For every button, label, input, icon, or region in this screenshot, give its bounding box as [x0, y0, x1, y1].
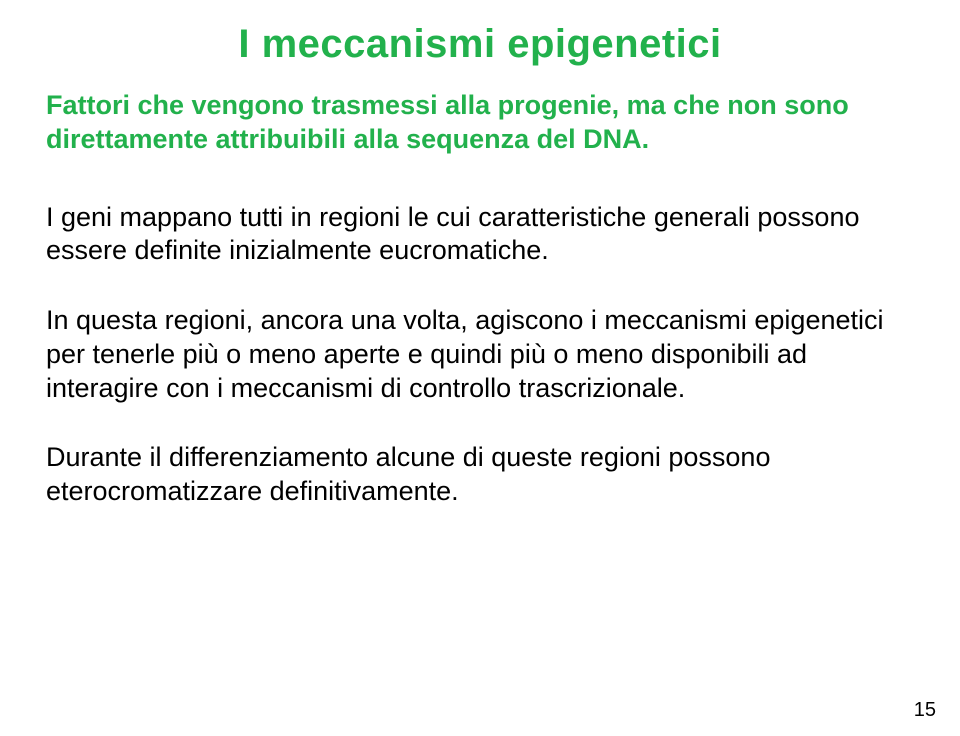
page-number: 15: [914, 699, 936, 722]
slide: I meccanismi epigenetici Fattori che ven…: [0, 0, 960, 736]
slide-subtitle: Fattori che vengono trasmessi alla proge…: [46, 89, 914, 157]
paragraph-3: Durante il differenziamento alcune di qu…: [46, 441, 914, 509]
paragraph-2: In questa regioni, ancora una volta, agi…: [46, 304, 914, 405]
paragraph-1: I geni mappano tutti in regioni le cui c…: [46, 201, 914, 269]
slide-title: I meccanismi epigenetici: [46, 22, 914, 67]
